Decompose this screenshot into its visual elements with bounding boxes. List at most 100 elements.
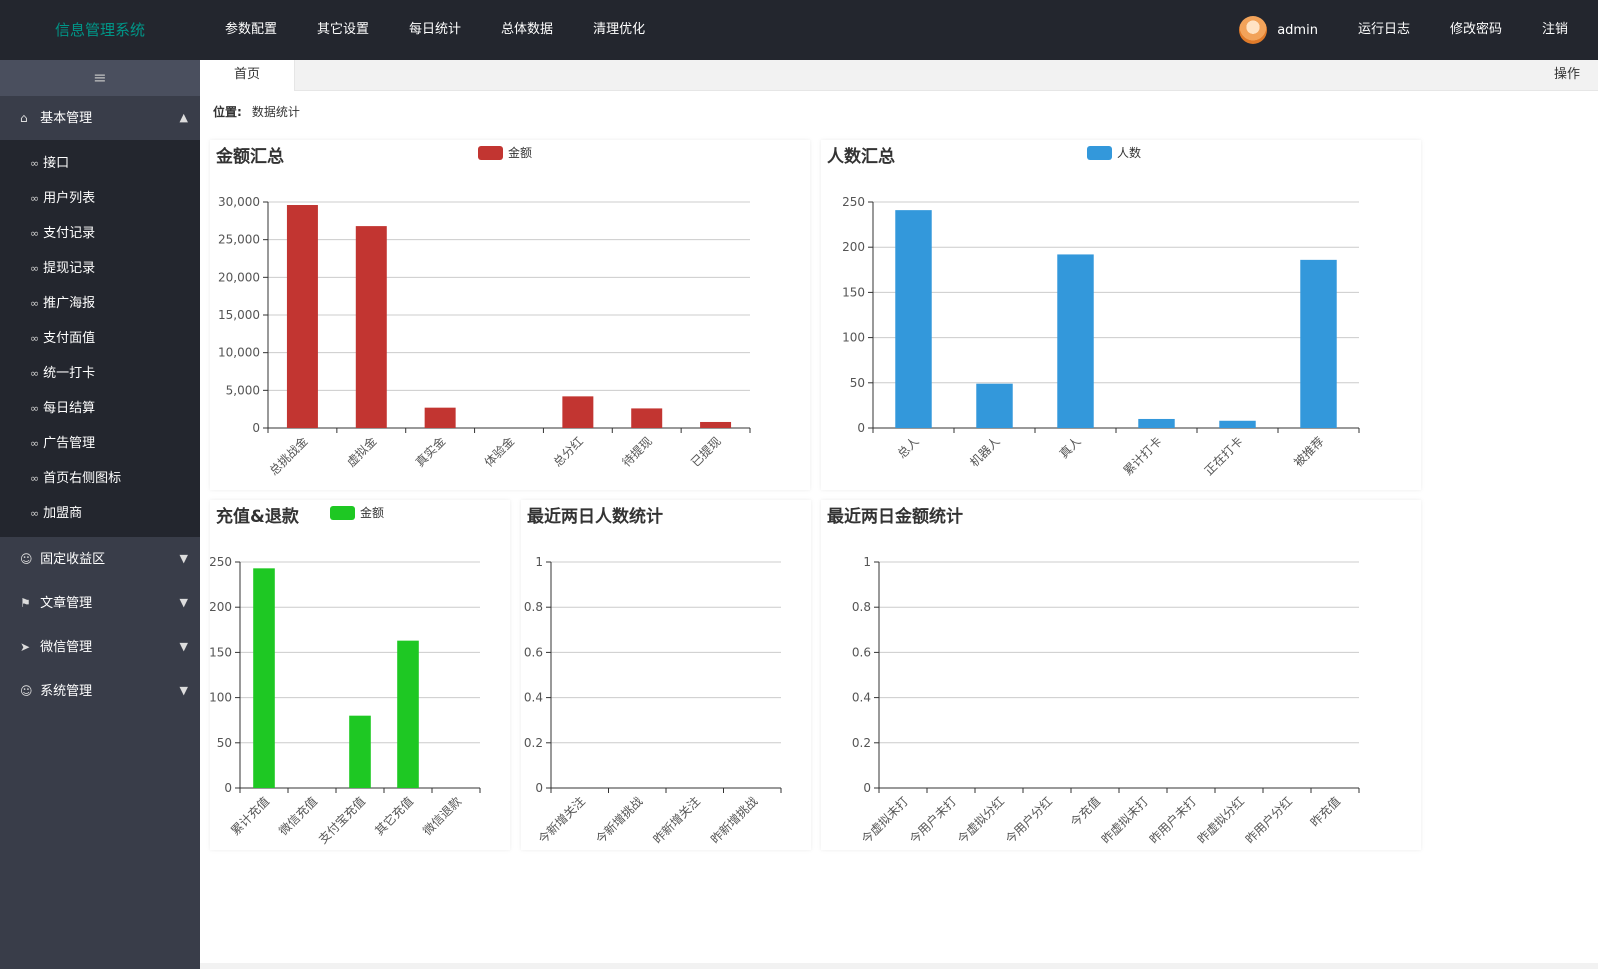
legend-swatch [1087,146,1112,160]
x-tick-label: 正在打卡 [1202,434,1246,478]
y-tick-label: 250 [842,195,865,209]
nav-daily-stats[interactable]: 每日统计 [409,22,462,37]
sidebar-item-payments[interactable]: ∞ 支付记录 [0,216,200,251]
sidebar-item-label: 统一打卡 [43,366,96,381]
y-tick-label: 100 [842,331,865,345]
x-tick-label: 机器人 [967,434,1002,469]
sidebar-item-users[interactable]: ∞ 用户列表 [0,181,200,216]
sidebar-group-label: 基本管理 [40,111,93,126]
sidebar-item-right-icons[interactable]: ∞ 首页右侧图标 [0,461,200,496]
username: admin [1277,22,1318,38]
legend-label: 人数 [1117,145,1141,160]
chart-title: 充值&退款 [216,506,300,527]
sidebar-item-settlement[interactable]: ∞ 每日结算 [0,391,200,426]
y-tick-label: 0.6 [524,645,543,659]
chart-title: 最近两日金额统计 [827,506,963,527]
x-tick-label: 总挑战金 [266,434,311,479]
y-tick-label: 25,000 [218,233,260,247]
y-tick-label: 50 [850,376,865,390]
sidebar-item-label: 用户列表 [43,191,96,206]
y-tick-label: 5,000 [226,383,260,397]
sidebar-item-denominations[interactable]: ∞ 支付面值 [0,321,200,356]
nav-change-password[interactable]: 修改密码 [1449,22,1502,37]
y-tick-label: 150 [842,285,865,299]
nav-cleanup[interactable]: 清理优化 [593,22,646,37]
x-tick-label: 真实金 [412,434,448,470]
indent-icon: ≡ [93,68,107,87]
sidebar-item-label: 加盟商 [43,506,83,521]
x-tick-label: 总人 [895,434,922,461]
y-tick-label: 200 [210,600,232,614]
x-tick-label: 支付宝充值 [315,794,368,847]
sidebar-item-ads[interactable]: ∞ 广告管理 [0,426,200,461]
bar [631,408,663,428]
x-tick-label: 已提现 [688,434,724,470]
send-icon: ➤ [20,640,31,654]
operations-button[interactable]: 操作 [1553,67,1580,82]
sidebar-group-articles[interactable]: ⚑ 文章管理 ▼ [0,581,200,625]
sidebar-group-fixed-income[interactable]: ☺ 固定收益区 ▼ [0,537,200,581]
sidebar-group-label: 系统管理 [40,684,93,699]
x-tick-label: 体验金 [481,434,517,470]
nav-param-config[interactable]: 参数配置 [225,22,278,37]
sidebar-item-withdrawals[interactable]: ∞ 提现记录 [0,251,200,286]
nav-overall-data[interactable]: 总体数据 [501,22,554,37]
x-tick-label: 今用户分红 [1002,794,1055,847]
x-tick-label: 今虚拟未打 [858,794,911,847]
sidebar-item-interface[interactable]: ∞ 接口 [0,146,200,181]
chart-recharge-refund: 充值&退款 金额 0 50 100 150 200 250 累计充值 微信充值 支付宝充值 其它充值微… [210,500,510,850]
y-tick-label: 100 [210,691,232,705]
breadcrumb-label: 位置: [213,105,242,119]
sidebar-item-checkin[interactable]: ∞ 统一打卡 [0,356,200,391]
sidebar-group-basic[interactable]: ⌂ 基本管理 ▲ [0,96,200,140]
x-tick-label: 微信退款 [420,794,464,838]
sidebar-item-label: 接口 [43,156,70,171]
sidebar-item-franchise[interactable]: ∞ 加盟商 [0,496,200,531]
sidebar-item-label: 支付面值 [43,331,96,346]
x-tick-label: 今虚拟分红 [954,794,1007,847]
tab-home[interactable]: 首页 [200,60,295,91]
sidebar-item-label: 推广海报 [43,296,96,311]
chart-svg: 最近两日人数统计 0 0.2 0.4 0.6 0.8 1 今新增关注 今新增挑战 昨新增关注 昨新增… [524,506,782,847]
bar [253,568,275,788]
legend-swatch [330,506,355,520]
app-logo[interactable]: 信息管理系统 [54,21,145,39]
sidebar-item-label: 首页右侧图标 [43,471,122,486]
nav-run-log[interactable]: 运行日志 [1357,22,1410,37]
sidebar-group-label: 固定收益区 [40,552,106,567]
y-tick-label: 10,000 [218,346,260,360]
x-tick-label: 微信充值 [276,794,321,839]
y-tick-label: 0.4 [852,691,871,705]
sidebar-group-wechat[interactable]: ➤ 微信管理 ▼ [0,625,200,669]
x-tick-label: 真人 [1057,434,1084,461]
user-icon: ☺ [20,552,33,566]
x-tick-label: 今新增挑战 [592,794,645,847]
user-menu[interactable]: admin [1219,16,1338,44]
chart-people-summary: 人数汇总 人数 0 50 100 150 200 250 总人 机器人 真人 累计打卡 正在打卡 被推荐 [821,140,1421,490]
y-tick-label: 0 [535,781,543,795]
y-tick-label: 0.2 [852,736,871,750]
sidebar-item-posters[interactable]: ∞ 推广海报 [0,286,200,321]
y-tick-label: 0.2 [524,736,543,750]
caret-down-icon: ▼ [179,596,188,609]
sidebar-group-system[interactable]: ☺ 系统管理 ▼ [0,669,200,713]
y-tick-label: 0 [224,781,232,795]
home-icon: ⌂ [20,111,28,125]
nav-logout[interactable]: 注销 [1541,22,1568,37]
x-tick-label: 今充值 [1067,794,1103,830]
x-tick-label: 虚拟金 [343,434,379,470]
chart-amount-summary: 金额汇总 金额 0 5,000 10,000 15,000 20,000 25,000 30,0… [210,140,810,490]
x-tick-label: 今新增关注 [535,794,588,847]
nav-other-settings[interactable]: 其它设置 [317,22,370,37]
link-icon: ∞ [30,507,40,520]
flag-icon: ⚑ [20,596,31,610]
x-tick-label: 昨用户未打 [1146,794,1199,847]
right-nav: admin 运行日志 修改密码 注销 [1219,0,1588,60]
caret-down-icon: ▼ [179,552,188,565]
bar [286,205,318,428]
y-tick-label: 1 [863,555,871,569]
sidebar-toggle-button[interactable]: ≡ [0,60,200,96]
legend-label: 金额 [508,145,532,160]
chart-title: 最近两日人数统计 [527,506,663,527]
y-tick-label: 20,000 [218,270,260,284]
